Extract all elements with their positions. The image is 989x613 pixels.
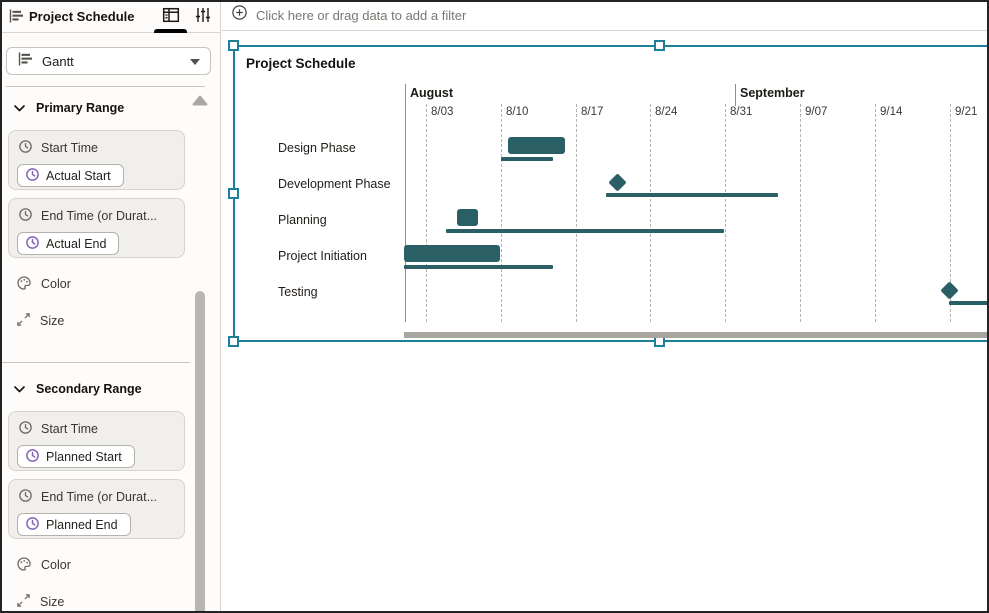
tab-settings[interactable] <box>192 6 214 28</box>
divider <box>6 86 205 87</box>
filter-bar[interactable]: Click here or drag data to add a filter <box>222 0 989 31</box>
planned-line[interactable] <box>606 193 778 197</box>
week-tick-label: 8/03 <box>431 106 454 118</box>
selection-handle[interactable] <box>227 39 239 51</box>
milestone-diamond[interactable] <box>939 280 959 300</box>
task-label: Project Initiation <box>278 249 367 263</box>
grammar-panel-icon <box>162 6 180 29</box>
task-label: Development Phase <box>278 177 391 191</box>
week-tick-label: 9/21 <box>955 106 978 118</box>
task-label: Testing <box>278 285 318 299</box>
panel-header: Project Schedule <box>0 0 221 33</box>
resize-icon <box>16 593 31 611</box>
task-label: Design Phase <box>278 141 356 155</box>
clock-icon <box>25 516 40 534</box>
week-gridline <box>800 104 801 322</box>
dropzone-start-time[interactable]: Start Time Actual Start <box>8 130 185 190</box>
dropzone-start-time[interactable]: Start Time Planned Start <box>8 411 185 471</box>
week-tick-label: 8/17 <box>581 106 604 118</box>
selection-handle[interactable] <box>653 39 665 51</box>
filter-prompt: Click here or drag data to add a filter <box>256 7 467 23</box>
week-tick-label: 9/14 <box>880 106 903 118</box>
week-gridline <box>725 104 726 322</box>
dropzone-label: Start Time <box>18 420 184 438</box>
clock-icon <box>25 167 40 185</box>
field-pill-planned-start[interactable]: Planned Start <box>17 445 135 468</box>
primary-range-header[interactable]: Primary Range <box>0 94 190 122</box>
sliders-icon <box>194 6 212 29</box>
week-tick-label: 8/10 <box>506 106 529 118</box>
clock-icon <box>18 139 33 157</box>
active-tab-indicator <box>154 29 187 33</box>
palette-icon <box>16 556 32 575</box>
dropzone-label: End Time (or Durat... <box>18 488 184 506</box>
chevron-down-icon <box>14 382 25 396</box>
week-tick-label: 8/24 <box>655 106 678 118</box>
week-tick-label: 9/07 <box>805 106 828 118</box>
week-tick-label: 8/31 <box>730 106 753 118</box>
grammar-panel: Project Schedule Gantt <box>0 0 221 613</box>
section-secondary-range: Secondary Range Start Time Planned Start <box>0 375 190 613</box>
field-pill-actual-start[interactable]: Actual Start <box>17 164 124 187</box>
week-gridline <box>501 104 502 322</box>
actual-bar[interactable] <box>457 209 478 226</box>
add-filter-icon <box>231 4 248 26</box>
dropzone-end-time[interactable]: End Time (or Durat... Actual End <box>8 198 185 258</box>
clock-icon <box>18 420 33 438</box>
task-label: Planning <box>278 213 327 227</box>
actual-bar[interactable] <box>508 137 565 154</box>
viz-type-value: Gantt <box>42 53 74 69</box>
sidebar-scrollbar[interactable] <box>195 291 205 613</box>
month-gridline <box>735 84 736 106</box>
week-gridline <box>576 104 577 322</box>
dropzone-label: Start Time <box>18 139 184 157</box>
section-title: Secondary Range <box>36 382 142 396</box>
week-gridline <box>426 104 427 322</box>
dropzone-label: End Time (or Durat... <box>18 207 184 225</box>
month-label: September <box>740 86 805 100</box>
week-gridline <box>950 104 951 322</box>
clock-icon <box>18 488 33 506</box>
planned-line[interactable] <box>949 301 989 305</box>
panel-title: Project Schedule <box>29 9 135 24</box>
tab-grammar[interactable] <box>160 6 182 28</box>
milestone-diamond[interactable] <box>607 172 627 192</box>
chart-horizontal-scrollbar[interactable] <box>404 332 989 338</box>
week-gridline <box>875 104 876 322</box>
planned-line[interactable] <box>446 229 724 233</box>
palette-icon <box>16 275 32 294</box>
chart-title: Project Schedule <box>246 56 356 71</box>
clock-icon <box>18 207 33 225</box>
divider <box>0 362 190 363</box>
dropzone-color[interactable]: Color <box>16 273 190 295</box>
dropzone-end-time[interactable]: End Time (or Durat... Planned End <box>8 479 185 539</box>
dropzone-size[interactable]: Size <box>16 310 190 332</box>
section-title: Primary Range <box>36 101 125 115</box>
clock-icon <box>25 235 40 253</box>
resize-icon <box>16 312 31 330</box>
dropzone-size[interactable]: Size <box>16 591 190 613</box>
actual-bar[interactable] <box>404 245 500 262</box>
field-pill-planned-end[interactable]: Planned End <box>17 513 131 536</box>
chevron-down-icon <box>14 101 25 115</box>
selection-handle[interactable] <box>227 187 239 199</box>
dropzone-color[interactable]: Color <box>16 554 190 576</box>
planned-line[interactable] <box>501 157 553 161</box>
section-primary-range: Primary Range Start Time Actual Start <box>0 94 190 332</box>
secondary-range-header[interactable]: Secondary Range <box>0 375 190 403</box>
gantt-viz-icon <box>17 51 33 72</box>
selection-handle[interactable] <box>227 335 239 347</box>
chevron-down-icon <box>190 52 200 70</box>
week-gridline <box>650 104 651 322</box>
planned-line[interactable] <box>404 265 553 269</box>
field-pill-actual-end[interactable]: Actual End <box>17 232 120 255</box>
gantt-viz-icon <box>8 8 24 29</box>
month-gridline <box>405 84 406 322</box>
clock-icon <box>25 448 40 466</box>
scroll-up-icon[interactable] <box>192 93 208 111</box>
month-label: August <box>410 86 454 100</box>
viz-type-dropdown[interactable]: Gantt <box>6 47 211 75</box>
